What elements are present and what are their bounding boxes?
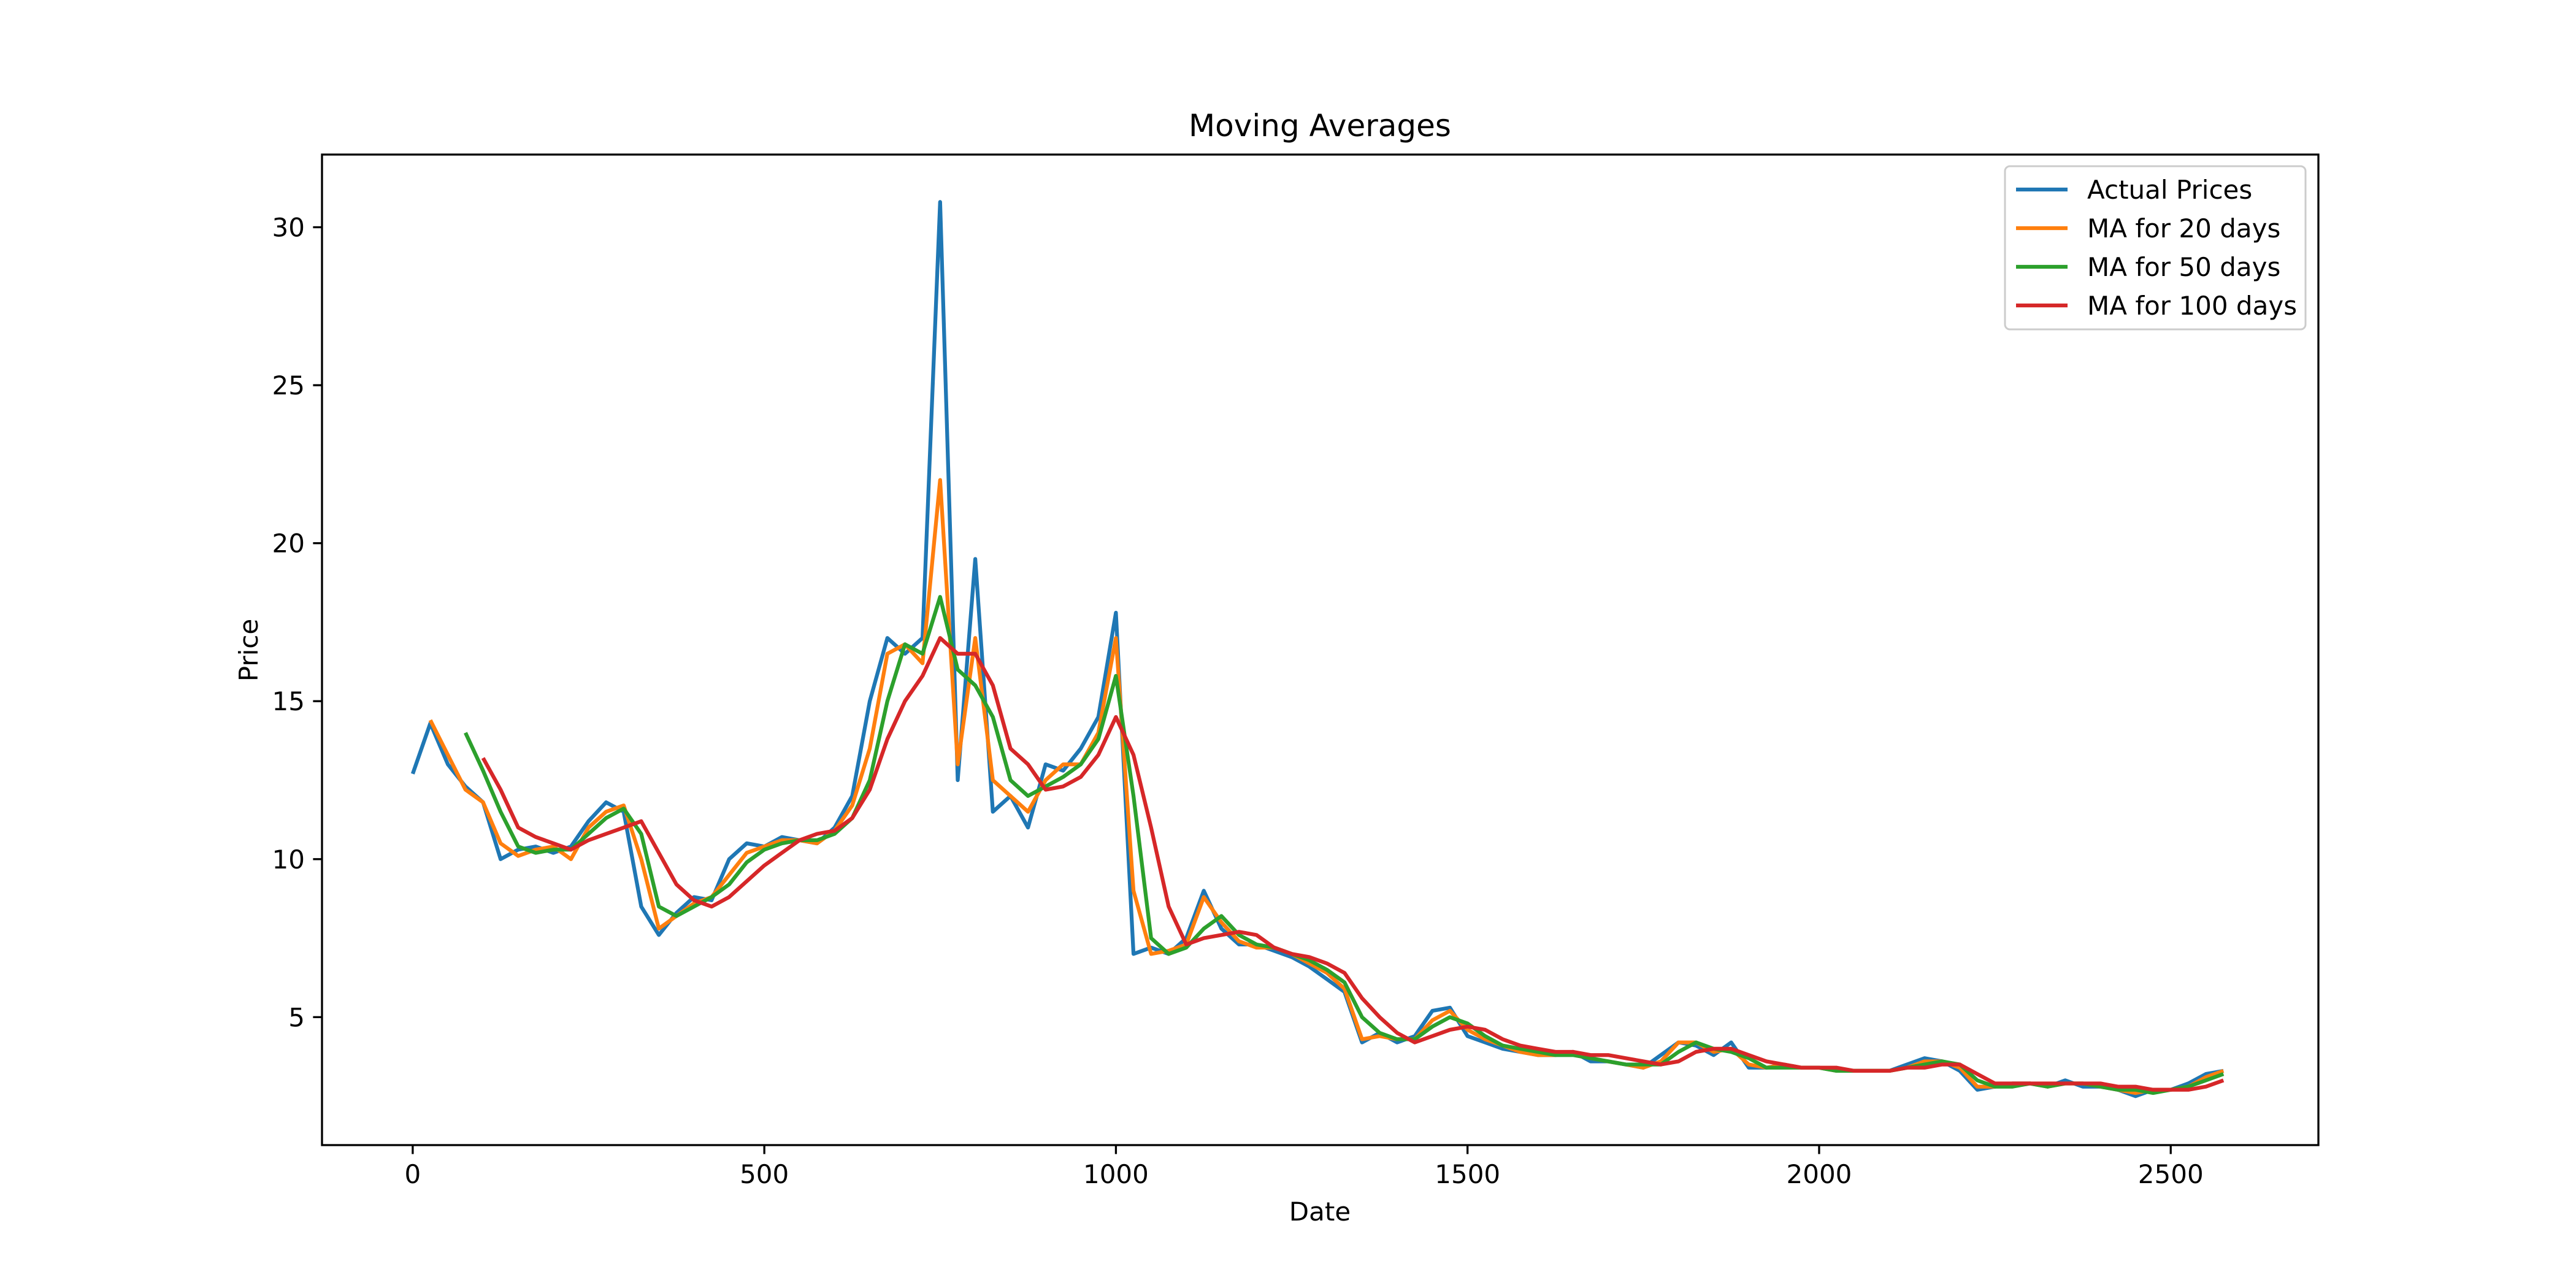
x-tick-label: 2000 — [1787, 1159, 1852, 1189]
series-line — [481, 636, 2225, 1092]
legend-label: MA for 20 days — [2087, 213, 2280, 243]
y-tick-label: 25 — [272, 370, 305, 401]
legend-label: Actual Prices — [2087, 175, 2252, 205]
x-tick-label: 2500 — [2138, 1159, 2204, 1189]
y-tick-label: 15 — [272, 686, 305, 716]
legend-label: MA for 50 days — [2087, 252, 2280, 282]
x-axis-label: Date — [1289, 1197, 1351, 1227]
legend-box — [2004, 165, 2307, 331]
x-tick-label: 1000 — [1083, 1159, 1149, 1189]
x-tick-label: 0 — [405, 1159, 421, 1189]
x-tick-label: 1500 — [1435, 1159, 1500, 1189]
series-line — [428, 478, 2225, 1095]
x-tick-label: 500 — [740, 1159, 789, 1189]
y-tick-label: 5 — [288, 1002, 305, 1032]
y-tick-label: 20 — [272, 529, 305, 559]
y-tick-label: 10 — [272, 845, 305, 875]
chart-title: Moving Averages — [1189, 108, 1451, 144]
legend-label: MA for 100 days — [2087, 291, 2297, 321]
axes-frame — [321, 153, 2320, 1146]
y-axis-label: Price — [234, 619, 264, 681]
y-tick-label: 30 — [272, 212, 305, 242]
series-line — [464, 595, 2225, 1095]
